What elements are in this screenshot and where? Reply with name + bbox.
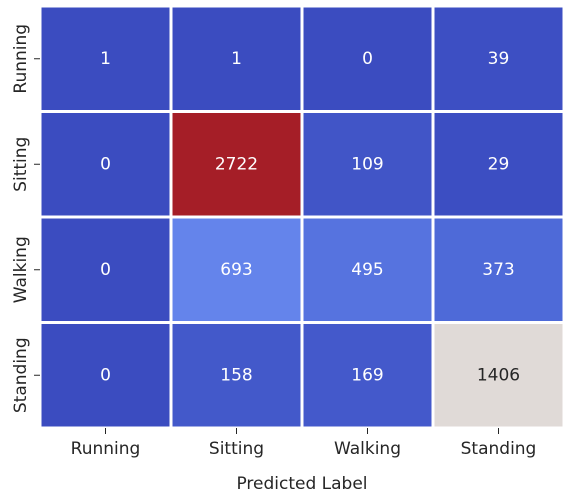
heatmap-cell-value: 158 [220,365,252,385]
heatmap-cell [431,4,566,113]
heatmap-cell-value: 1 [231,49,242,69]
heatmap-cell [431,110,566,219]
heatmap-cell-value: 373 [482,260,514,280]
heatmap-cell [431,215,566,324]
x-axis-label: Predicted Label [236,474,367,494]
heatmap-cell-value: 0 [100,154,111,174]
heatmap-cell-value: 169 [351,365,383,385]
heatmap-cell [169,110,304,219]
heatmap-cell-value: 0 [100,365,111,385]
x-tick-label: Sitting [209,439,264,459]
heatmap-cell [431,321,566,430]
x-tick-label: Running [71,439,141,459]
y-tick-label: Running [11,24,31,94]
x-axis-ticks: Running Sitting Walking Standing [71,428,537,459]
y-tick-label: Sitting [11,137,31,192]
y-tick-label: Standing [11,337,31,413]
heatmap-cell-value: 2722 [215,154,258,174]
y-tick-label: Walking [11,236,31,303]
heatmap-cell [169,4,304,113]
heatmap-cell-value: 1406 [477,365,520,385]
heatmap-cell [169,215,304,324]
x-tick-label: Standing [461,439,537,459]
heatmap-cell-value: 39 [488,49,510,69]
heatmap-cell-value: 693 [220,260,252,280]
heatmap-cell [169,321,304,430]
heatmap-cells: 1 1 0 39 0 2722 109 29 0 693 495 373 0 158 169 1406 [38,4,566,430]
x-tick-label: Walking [334,439,401,459]
heatmap-cell-value: 109 [351,154,383,174]
heatmap-cell-value: 0 [100,260,111,280]
heatmap-cell-value: 29 [488,154,510,174]
y-axis-ticks: Running Sitting Walking Standing [11,24,40,413]
heatmap-cell-value: 1 [100,49,111,69]
heatmap-cell-value: 0 [362,49,373,69]
heatmap-cell-value: 495 [351,260,383,280]
